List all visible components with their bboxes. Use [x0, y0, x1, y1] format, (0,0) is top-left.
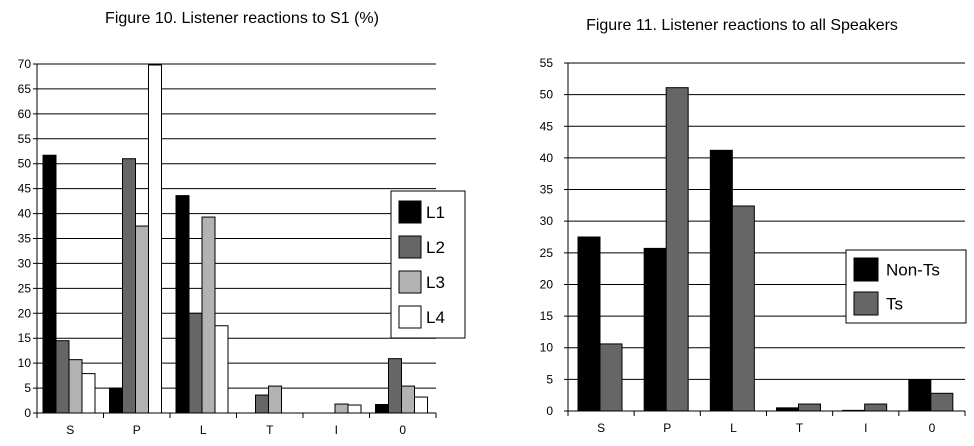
bar-l3-l	[201, 216, 216, 414]
y-tick-label: 25	[18, 281, 32, 295]
y-tick-label: 30	[18, 256, 32, 270]
bar-non-ts-p	[643, 247, 667, 412]
bar-non-ts-s	[577, 236, 601, 412]
bar-ts-s	[599, 343, 623, 412]
bar-ts-l	[731, 205, 755, 412]
bar-l1-l	[175, 195, 190, 414]
bar-l3-0	[401, 385, 415, 414]
x-tick-label: 0	[399, 423, 406, 437]
y-tick-label: 50	[540, 88, 554, 102]
y-tick-label: 40	[540, 151, 554, 165]
y-tick-label: 45	[18, 182, 32, 196]
bar-ts-p	[665, 87, 689, 412]
bar-l4-p	[148, 64, 162, 414]
bar-l4-s	[81, 373, 96, 414]
bar-ts-0	[930, 392, 954, 412]
bar-l3-s	[68, 359, 83, 414]
legend-swatch-ts	[853, 291, 879, 316]
y-tick-label: 65	[18, 82, 32, 96]
x-tick-label: S	[597, 421, 605, 435]
y-tick-label: 30	[540, 214, 554, 228]
chart-title: Figure 11. Listener reactions to all Spe…	[586, 17, 898, 34]
legend-label: L3	[426, 273, 445, 292]
y-tick-label: 15	[18, 331, 32, 345]
x-tick-label: 0	[929, 421, 936, 435]
y-tick-label: 10	[540, 341, 554, 355]
x-tick-label: T	[266, 423, 274, 437]
y-tick-label: 10	[18, 356, 32, 370]
x-tick-label: L	[730, 421, 737, 435]
bar-l2-p	[122, 158, 136, 414]
y-tick-label: 20	[18, 306, 32, 320]
y-tick-label: 45	[540, 119, 554, 133]
bar-l2-s	[55, 340, 70, 414]
bar-l4-l	[214, 325, 229, 414]
x-tick-label: I	[335, 423, 338, 437]
x-tick-label: T	[796, 421, 804, 435]
bar-l1-0	[375, 404, 389, 414]
legend: Non-Ts Ts	[845, 249, 967, 324]
legend-swatch-l2	[398, 235, 422, 259]
chart-title: Figure 10. Listener reactions to S1 (%)	[105, 10, 379, 27]
legend-swatch-l1	[398, 200, 422, 224]
y-tick-label: 35	[540, 183, 554, 197]
bar-l3-t	[268, 385, 282, 414]
y-tick-label: 50	[18, 157, 32, 171]
y-tick-label: 25	[540, 246, 554, 260]
x-tick-label: L	[200, 423, 207, 437]
y-tick-label: 55	[540, 56, 554, 70]
legend: L1 L2 L3 L4	[390, 190, 466, 339]
y-tick-label: 5	[24, 381, 31, 395]
legend-swatch-non-ts	[853, 257, 879, 282]
y-tick-label: 5	[546, 372, 553, 386]
y-tick-label: 60	[18, 107, 32, 121]
bar-non-ts-l	[709, 149, 733, 412]
bar-ts-t	[798, 403, 821, 412]
y-tick-label: 70	[18, 57, 32, 71]
bar-l4-i	[347, 404, 362, 414]
bar-l3-p	[135, 225, 149, 414]
y-tick-label: 35	[18, 232, 32, 246]
y-tick-label: 0	[546, 404, 553, 418]
x-tick-label: S	[66, 423, 74, 437]
legend-swatch-l4	[398, 305, 422, 329]
chart-figure-11: Figure 11. Listener reactions to all Spe…	[540, 17, 967, 435]
x-tick-label: I	[864, 421, 867, 435]
bar-l4-0	[414, 396, 428, 414]
bar-l3-i	[334, 403, 349, 414]
legend-label: Non-Ts	[886, 261, 940, 280]
bar-l2-t	[255, 394, 269, 414]
y-tick-label: 55	[18, 132, 32, 146]
chart-figure-10: Figure 10. Listener reactions to S1 (%) 0…	[18, 10, 466, 437]
y-tick-label: 15	[540, 309, 554, 323]
x-tick-label: P	[133, 423, 141, 437]
legend-label: Ts	[886, 295, 903, 314]
bar-l1-s	[42, 154, 57, 414]
legend-label: L2	[426, 238, 445, 257]
y-tick-label: 40	[18, 207, 32, 221]
y-tick-label: 0	[24, 406, 31, 420]
bar-l1-p	[109, 387, 123, 414]
legend-label: L1	[426, 203, 445, 222]
bar-l2-0	[388, 358, 402, 414]
bar-non-ts-0	[908, 379, 932, 412]
legend-label: L4	[426, 308, 445, 327]
x-tick-label: P	[663, 421, 671, 435]
legend-swatch-l3	[398, 270, 422, 294]
y-tick-label: 20	[540, 277, 554, 291]
bar-l2-l	[188, 312, 203, 414]
bar-ts-i	[864, 403, 888, 412]
